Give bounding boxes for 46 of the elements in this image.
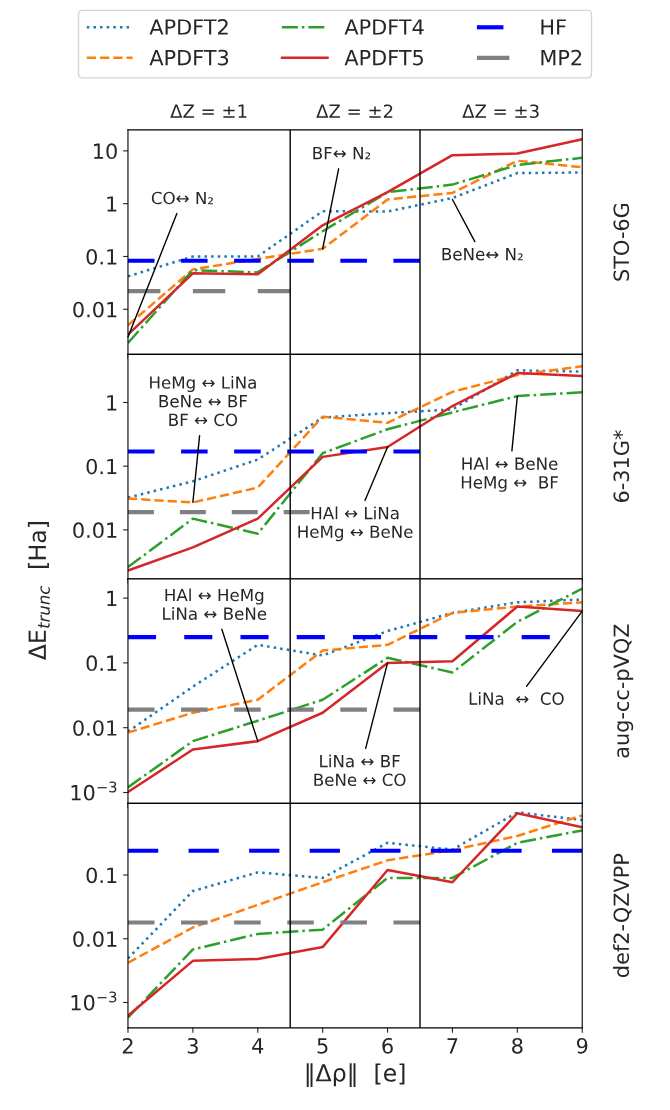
y-tick-label: 10$^{−3}$ — [71, 781, 117, 801]
annotation: CO↔ N₂ — [151, 191, 214, 205]
annotation: HAl ↔ LiNa HeMg ↔ BeNe — [298, 506, 413, 542]
legend-label: APDFT2 — [149, 19, 228, 35]
x-tick-label: 8 — [512, 1037, 523, 1054]
annotation: LiNa ↔ BF BeNe ↔ CO — [314, 754, 406, 787]
annotation: HAl ↔ HeMg LiNa ↔ BeNe — [163, 588, 267, 620]
y2-axis-title: aug-cc-pVQZ — [613, 624, 634, 758]
annotation: LiNa ↔ CO — [469, 692, 564, 705]
annotation: HAl ↔ BeNe HeMg ↔ BF — [461, 457, 558, 492]
y2-axis-title: STO-6G — [613, 203, 630, 281]
x-tick-label: 3 — [187, 1037, 198, 1054]
x-tick-label: 4 — [252, 1038, 264, 1054]
y-tick-label: 10$^{−3}$ — [71, 991, 117, 1011]
text: ΔZ = ±1 — [170, 104, 247, 118]
annotation: BeNe↔ N₂ — [442, 248, 523, 261]
y-axis-title: ΔE$_{trunc}$ [Ha] — [27, 522, 50, 661]
annotation: HeMg ↔ LiNa BeNe ↔ BF BF ↔ CO — [150, 375, 256, 427]
y-tick-label: 1 — [107, 590, 117, 607]
x-tick-label: 2 — [122, 1037, 133, 1054]
legend-label: APDFT4 — [344, 19, 424, 35]
y2-axis-title: def2-QZVPP — [613, 853, 632, 977]
legend-label: MP2 — [541, 49, 582, 66]
legend-label: APDFT3 — [149, 49, 229, 66]
y-tick-label: 0.1 — [86, 655, 117, 672]
y-tick-label: 0.1 — [86, 867, 117, 884]
text: ΔZ = ±3 — [462, 104, 539, 119]
x-tick-label: 5 — [317, 1038, 328, 1054]
x-axis-title: ‖Δρ‖ [e] — [306, 1063, 405, 1087]
y-tick-label: 0.01 — [73, 301, 117, 318]
y-tick-label: 0.1 — [86, 248, 117, 265]
y-tick-label: 0.01 — [73, 720, 117, 736]
y-tick-label: 0.01 — [73, 931, 117, 947]
y-tick-label: 10 — [94, 143, 117, 160]
x-tick-label: 6 — [382, 1037, 393, 1054]
annotation: BF↔ N₂ — [313, 147, 371, 160]
text: ΔZ = ±2 — [316, 104, 393, 118]
y-tick-label: 1 — [107, 196, 117, 212]
x-tick-label: 9 — [576, 1037, 588, 1054]
legend-label: APDFT5 — [344, 49, 423, 66]
y2-axis-title: 6-31G* — [613, 430, 630, 503]
y-tick-label: 1 — [107, 395, 117, 411]
y-tick-label: 0.01 — [73, 522, 117, 539]
x-tick-label: 7 — [447, 1038, 458, 1054]
legend-label: HF — [541, 19, 566, 35]
y-tick-label: 0.1 — [86, 458, 117, 475]
